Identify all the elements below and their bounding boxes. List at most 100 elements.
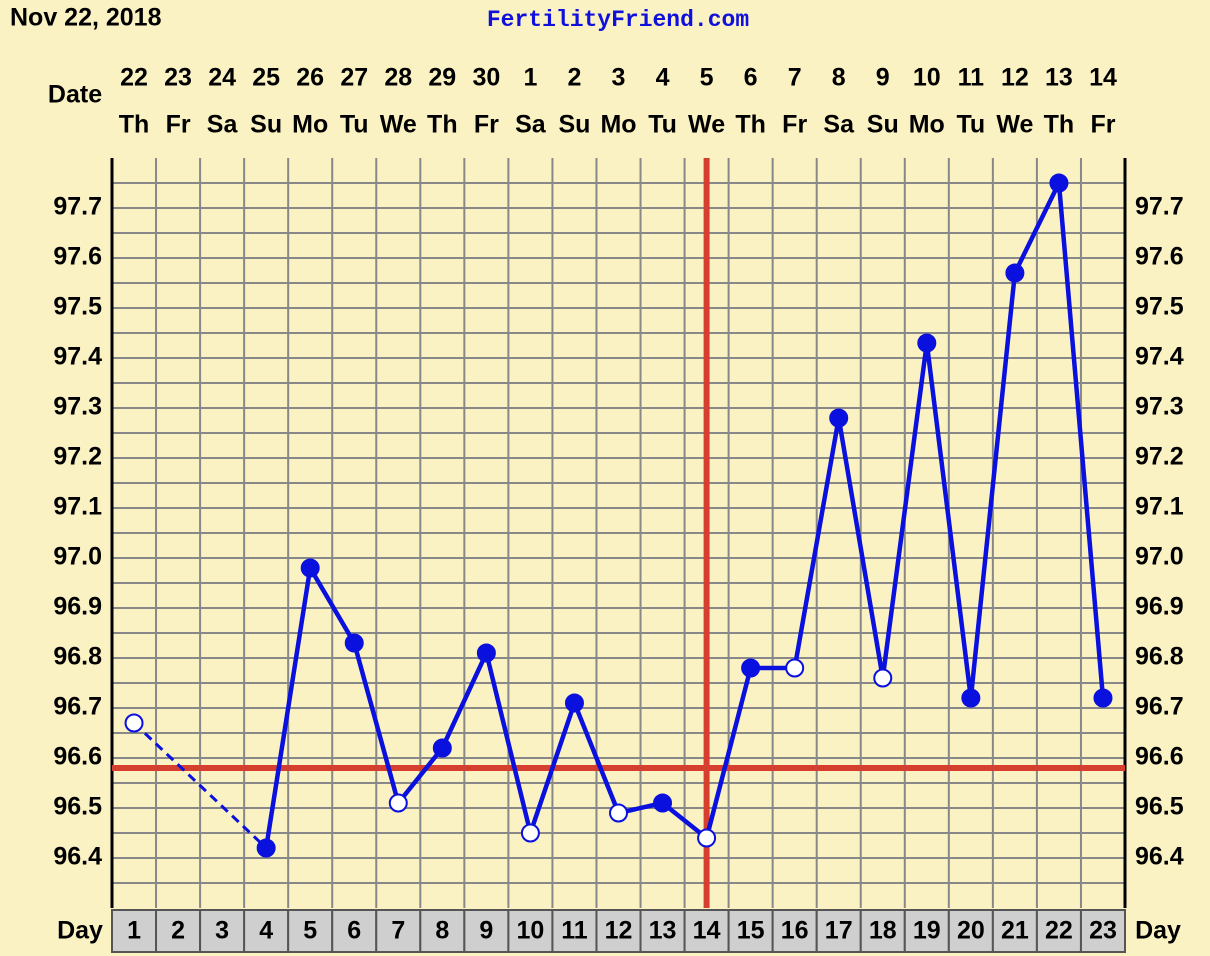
day-label: 16 xyxy=(781,917,809,945)
chart-date: Nov 22, 2018 xyxy=(10,4,162,32)
y-tick-label: 97.2 xyxy=(1135,443,1184,471)
y-tick-label: 96.9 xyxy=(53,593,102,621)
temperature-point xyxy=(873,668,893,688)
y-tick-label: 97.2 xyxy=(53,443,102,471)
weekday-label: Mo xyxy=(909,111,945,139)
temperature-point xyxy=(1005,263,1025,283)
y-tick-label: 97.0 xyxy=(1135,543,1184,571)
weekday-label: Fr xyxy=(1090,111,1115,139)
y-tick-label: 97.3 xyxy=(53,393,102,421)
weekday-label: Sa xyxy=(515,111,547,139)
day-label: 21 xyxy=(1001,917,1029,945)
temperature-point xyxy=(785,658,805,678)
temperature-point xyxy=(256,838,276,858)
y-tick-label: 96.4 xyxy=(53,843,102,871)
date-label: 8 xyxy=(832,64,846,92)
date-label: 7 xyxy=(788,64,802,92)
y-tick-label: 96.5 xyxy=(1135,793,1184,821)
y-tick-label: 97.1 xyxy=(1135,493,1184,521)
temperature-point xyxy=(564,693,584,713)
temperature-point xyxy=(300,558,320,578)
weekday-label: Su xyxy=(558,111,590,139)
day-label: 13 xyxy=(649,917,677,945)
date-label: 14 xyxy=(1089,64,1117,92)
day-header: Day xyxy=(1135,917,1181,945)
weekday-label: Tu xyxy=(957,111,986,139)
day-cell xyxy=(551,909,598,953)
day-cell xyxy=(375,909,422,953)
weekday-label: Mo xyxy=(600,111,636,139)
day-label: 7 xyxy=(391,917,405,945)
day-cell xyxy=(771,909,818,953)
day-header: Day xyxy=(57,917,103,945)
weekday-label: Th xyxy=(119,111,150,139)
date-label: 9 xyxy=(876,64,890,92)
day-label: 11 xyxy=(561,917,588,945)
gap-line xyxy=(132,721,268,850)
day-cell xyxy=(947,909,994,953)
y-tick-label: 96.6 xyxy=(1135,743,1184,771)
weekday-label: Th xyxy=(427,111,458,139)
weekday-label: Fr xyxy=(166,111,191,139)
date-label: 10 xyxy=(913,64,941,92)
day-cell xyxy=(859,909,906,953)
day-label: 18 xyxy=(869,917,897,945)
weekday-label: Sa xyxy=(823,111,855,139)
day-label: 10 xyxy=(517,917,545,945)
date-label: 24 xyxy=(208,64,236,92)
y-tick-label: 97.4 xyxy=(1135,343,1184,371)
temperature-point xyxy=(1049,173,1069,193)
date-label: 28 xyxy=(384,64,412,92)
date-label: 27 xyxy=(340,64,368,92)
day-label: 22 xyxy=(1045,917,1073,945)
y-tick-label: 96.5 xyxy=(53,793,102,821)
weekday-label: Su xyxy=(867,111,899,139)
date-label: 30 xyxy=(472,64,500,92)
y-tick-label: 97.4 xyxy=(53,343,102,371)
weekday-label: Sa xyxy=(207,111,239,139)
temperature-point xyxy=(917,333,937,353)
y-tick-label: 96.9 xyxy=(1135,593,1184,621)
day-label: 20 xyxy=(957,917,985,945)
y-tick-label: 96.6 xyxy=(53,743,102,771)
y-tick-label: 97.1 xyxy=(53,493,102,521)
date-label: 4 xyxy=(656,64,670,92)
day-label: 5 xyxy=(303,917,317,945)
date-label: 3 xyxy=(612,64,626,92)
day-cell xyxy=(1079,909,1127,953)
date-label: 22 xyxy=(120,64,148,92)
day-label: 6 xyxy=(347,917,361,945)
temperature-line xyxy=(263,180,1106,849)
y-tick-label: 97.7 xyxy=(53,193,102,221)
temperature-point xyxy=(961,688,981,708)
date-label: 1 xyxy=(523,64,537,92)
day-label: 23 xyxy=(1089,917,1117,945)
day-cell xyxy=(243,909,290,953)
y-tick-label: 97.3 xyxy=(1135,393,1184,421)
weekday-label: Th xyxy=(1044,111,1075,139)
weekday-label: Tu xyxy=(340,111,369,139)
day-label: 15 xyxy=(737,917,765,945)
weekday-label: Mo xyxy=(292,111,328,139)
day-cell xyxy=(1035,909,1082,953)
temperature-point xyxy=(653,793,673,813)
day-cell xyxy=(331,909,378,953)
weekday-label: We xyxy=(688,111,725,139)
day-label: 14 xyxy=(693,917,721,945)
y-tick-label: 97.0 xyxy=(53,543,102,571)
y-tick-label: 97.6 xyxy=(53,243,102,271)
day-cell xyxy=(419,909,466,953)
chart-title: FertilityFriend.com xyxy=(487,7,749,33)
temperature-point xyxy=(344,633,364,653)
day-cell xyxy=(287,909,334,953)
y-tick-label: 96.7 xyxy=(53,693,102,721)
weekday-label: Fr xyxy=(474,111,499,139)
date-header: Date xyxy=(48,81,102,109)
day-cell xyxy=(463,909,510,953)
temperature-point xyxy=(697,828,717,848)
day-cell xyxy=(683,909,730,953)
date-label: 5 xyxy=(700,64,714,92)
temperature-point xyxy=(520,823,540,843)
temperature-point xyxy=(124,713,144,733)
temperature-point xyxy=(476,643,496,663)
